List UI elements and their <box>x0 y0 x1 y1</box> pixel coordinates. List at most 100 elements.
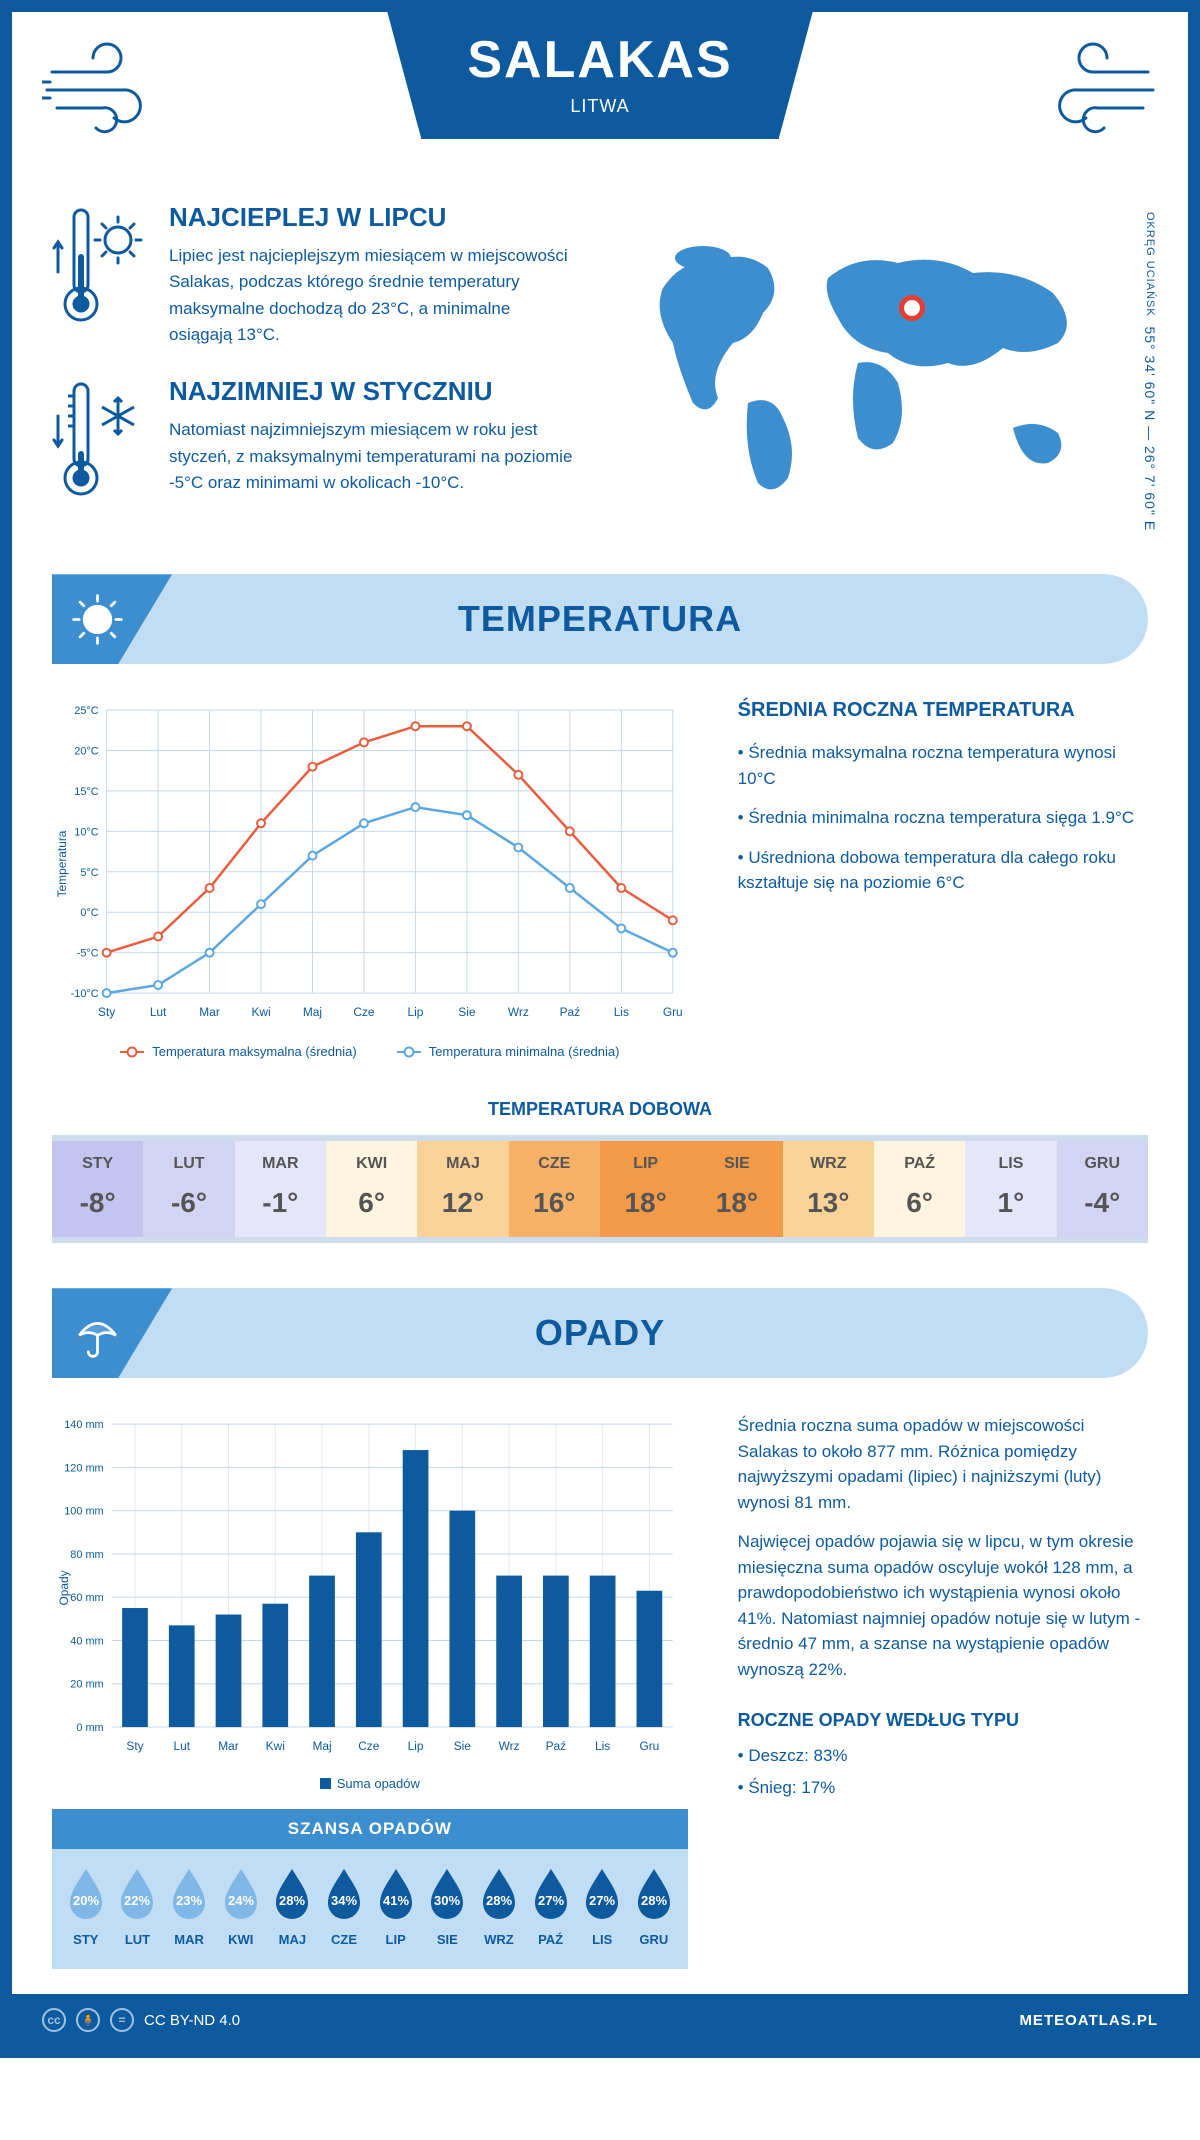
precip-legend: Suma opadów <box>52 1776 688 1791</box>
coordinates-text: OKRĘG UCIAŃSK 55° 34' 60" N — 26° 7' 60"… <box>1142 212 1158 531</box>
site-name: METEOATLAS.PL <box>1019 2012 1158 2029</box>
daily-temp-cell: LUT-6° <box>143 1141 234 1237</box>
svg-text:40 mm: 40 mm <box>70 1636 103 1648</box>
svg-text:27%: 27% <box>538 1893 564 1908</box>
rain-drop-icon: 27%LIS <box>576 1865 628 1947</box>
svg-text:Maj: Maj <box>303 1005 322 1019</box>
temp-bullets: • Średnia maksymalna roczna temperatura … <box>738 740 1148 896</box>
thermometer-hot-icon <box>52 202 147 332</box>
license-block: cc 🧍 = CC BY-ND 4.0 <box>42 2008 240 2032</box>
svg-text:Lip: Lip <box>408 1739 424 1753</box>
precip-text-2: Najwięcej opadów pojawia się w lipcu, w … <box>738 1529 1148 1682</box>
precip-bar-chart: 0 mm 20 mm 40 mm 60 mm 80 mm 100 mm 120 mm 140 … <box>52 1413 688 1763</box>
daily-temp-title: TEMPERATURA DOBOWA <box>12 1099 1188 1120</box>
daily-temp-cell: MAJ12° <box>417 1141 508 1237</box>
wind-icon <box>42 42 182 142</box>
rain-drop-icon: 41%LIP <box>370 1865 422 1947</box>
svg-text:60 mm: 60 mm <box>70 1593 103 1605</box>
fact-cold-title: NAJZIMNIEJ W STYCZNIU <box>169 376 578 407</box>
svg-text:0 mm: 0 mm <box>76 1722 103 1734</box>
svg-text:Kwi: Kwi <box>251 1005 270 1019</box>
fact-hot-text: Lipiec jest najcieplejszym miesiącem w m… <box>169 243 578 348</box>
temp-info-title: ŚREDNIA ROCZNA TEMPERATURA <box>738 699 1148 722</box>
svg-text:23%: 23% <box>176 1893 202 1908</box>
rain-drop-icon: 28%GRU <box>628 1865 680 1947</box>
daily-temp-cell: SIE18° <box>691 1141 782 1237</box>
svg-text:20°C: 20°C <box>74 746 98 758</box>
world-map <box>618 228 1148 508</box>
precip-text-1: Średnia roczna suma opadów w miejscowośc… <box>738 1413 1148 1515</box>
precip-type-list: • Deszcz: 83%• Śnieg: 17% <box>738 1743 1148 1800</box>
svg-text:Cze: Cze <box>358 1739 380 1753</box>
svg-text:5°C: 5°C <box>80 867 98 879</box>
page: SALAKAS LITWA NAJ <box>0 0 1200 2058</box>
svg-text:100 mm: 100 mm <box>64 1506 103 1518</box>
fact-cold-text: Natomiast najzimniejszym miesiącem w rok… <box>169 417 578 496</box>
svg-text:27%: 27% <box>589 1893 615 1908</box>
svg-text:28%: 28% <box>486 1893 512 1908</box>
svg-text:28%: 28% <box>279 1893 305 1908</box>
svg-text:10°C: 10°C <box>74 827 98 839</box>
section-header-temperature: TEMPERATURA <box>52 574 1148 664</box>
daily-temp-grid: STY-8°LUT-6°MAR-1°KWI6°MAJ12°CZE16°LIP18… <box>52 1135 1148 1243</box>
svg-text:Gru: Gru <box>639 1739 659 1753</box>
country-subtitle: LITWA <box>467 96 732 117</box>
fact-hot-title: NAJCIEPLEJ W LIPCU <box>169 202 578 233</box>
svg-text:Paź: Paź <box>546 1739 567 1753</box>
by-icon: 🧍 <box>76 2008 100 2032</box>
svg-text:Kwi: Kwi <box>266 1739 285 1753</box>
svg-text:Lis: Lis <box>595 1739 610 1753</box>
title-banner: SALAKAS LITWA <box>387 12 812 139</box>
svg-text:Opady: Opady <box>57 1571 71 1606</box>
svg-text:Sie: Sie <box>458 1005 476 1019</box>
rain-drop-icon: 27%PAŹ <box>525 1865 577 1947</box>
rain-chance-box: SZANSA OPADÓW 20%STY22%LUT23%MAR24%KWI28… <box>52 1809 688 1969</box>
svg-text:15°C: 15°C <box>74 786 98 798</box>
temp-chart-legend: Temperatura maksymalna (średnia) Tempera… <box>52 1044 688 1059</box>
svg-text:80 mm: 80 mm <box>70 1549 103 1561</box>
svg-text:Temperatura: Temperatura <box>55 831 69 898</box>
fact-hot: NAJCIEPLEJ W LIPCU Lipiec jest najcieple… <box>52 202 578 348</box>
daily-temp-cell: KWI6° <box>326 1141 417 1237</box>
section-header-precip: OPADY <box>52 1288 1148 1378</box>
svg-text:20 mm: 20 mm <box>70 1679 103 1691</box>
svg-text:120 mm: 120 mm <box>64 1463 103 1475</box>
umbrella-icon <box>52 1288 172 1378</box>
footer: cc 🧍 = CC BY-ND 4.0 METEOATLAS.PL <box>12 1994 1188 2046</box>
nd-icon: = <box>110 2008 134 2032</box>
svg-text:Lis: Lis <box>614 1005 629 1019</box>
svg-text:Paź: Paź <box>560 1005 581 1019</box>
sun-icon <box>52 574 172 664</box>
temperature-line-chart: -10°C-5°C0°C5°C10°C15°C20°C25°CStyLutMar… <box>52 699 688 1029</box>
daily-temp-cell: PAŹ6° <box>874 1141 965 1237</box>
rain-drop-icon: 24%KWI <box>215 1865 267 1947</box>
rain-chance-title: SZANSA OPADÓW <box>52 1809 688 1849</box>
svg-text:Maj: Maj <box>312 1739 331 1753</box>
svg-text:-10°C: -10°C <box>71 988 99 1000</box>
daily-temp-cell: MAR-1° <box>235 1141 326 1237</box>
svg-text:34%: 34% <box>331 1893 357 1908</box>
rain-drop-icon: 20%STY <box>60 1865 112 1947</box>
svg-text:28%: 28% <box>641 1893 667 1908</box>
wind-icon <box>1018 42 1158 142</box>
rain-drop-icon: 30%SIE <box>421 1865 473 1947</box>
svg-text:Sie: Sie <box>454 1739 472 1753</box>
svg-text:Lut: Lut <box>150 1005 167 1019</box>
svg-text:24%: 24% <box>228 1893 254 1908</box>
svg-text:Mar: Mar <box>218 1739 239 1753</box>
cc-icon: cc <box>42 2008 66 2032</box>
header: SALAKAS LITWA <box>12 12 1188 172</box>
svg-text:Mar: Mar <box>199 1005 220 1019</box>
svg-text:22%: 22% <box>124 1893 150 1908</box>
daily-temp-cell: STY-8° <box>52 1141 143 1237</box>
precip-heading: OPADY <box>535 1312 665 1354</box>
svg-text:Sty: Sty <box>98 1005 115 1019</box>
svg-text:140 mm: 140 mm <box>64 1419 103 1431</box>
daily-temp-cell: WRZ13° <box>783 1141 874 1237</box>
svg-text:Wrz: Wrz <box>508 1005 529 1019</box>
fact-cold: NAJZIMNIEJ W STYCZNIU Natomiast najzimni… <box>52 376 578 506</box>
thermometer-cold-icon <box>52 376 147 506</box>
svg-text:Lut: Lut <box>173 1739 190 1753</box>
svg-text:Gru: Gru <box>663 1005 683 1019</box>
rain-drop-icon: 34%CZE <box>318 1865 370 1947</box>
